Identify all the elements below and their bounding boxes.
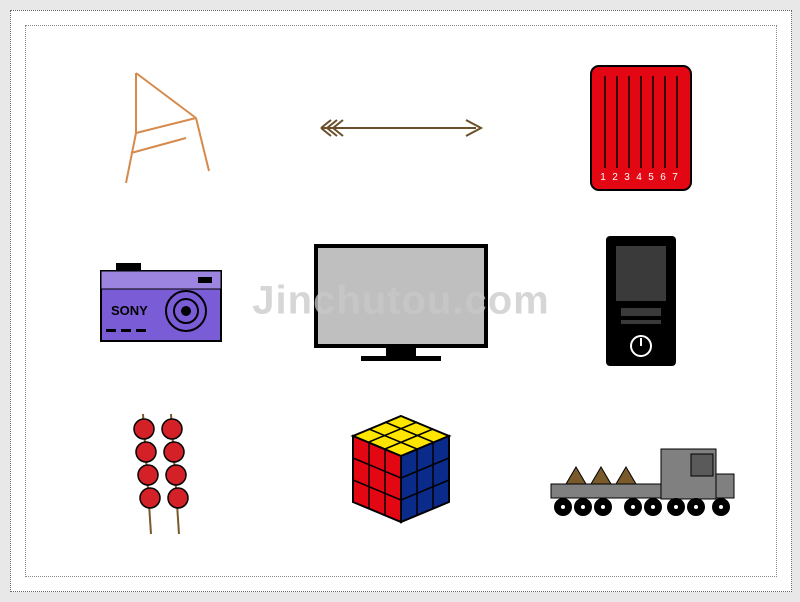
page-frame: 1 2 3 4 5 6 7 SONY bbox=[10, 10, 792, 592]
inner-dotted-border bbox=[25, 25, 777, 577]
